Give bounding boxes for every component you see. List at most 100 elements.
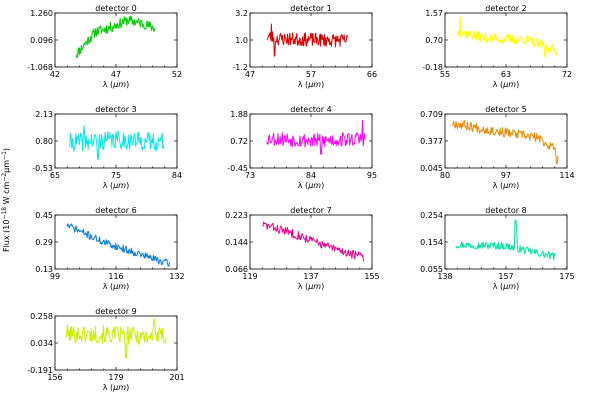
- x-tick-label: 119: [242, 272, 257, 281]
- y-label-exponent-1: −18: [1, 207, 8, 220]
- panel-title: detector 5: [485, 105, 526, 114]
- panel-title: detector 1: [290, 4, 331, 13]
- x-axis-label-part-2: ): [516, 181, 519, 190]
- y-label-suffix: ): [2, 148, 11, 151]
- y-tick-label: 0.254: [420, 211, 443, 220]
- x-axis-label-part-2: ): [126, 80, 129, 89]
- x-axis-label: λ (μm): [298, 282, 324, 291]
- x-tick-label: 55: [440, 70, 450, 79]
- plot-frame: [54, 214, 178, 270]
- y-tick-label: -1.2: [232, 63, 248, 72]
- x-tick-label: 72: [562, 70, 572, 79]
- x-tick-label: 175: [559, 272, 574, 281]
- y-tick-label: 2.13: [35, 110, 53, 119]
- panel-title: detector 0: [95, 4, 136, 13]
- plot-frame: [249, 214, 373, 270]
- y-label-exponent-3: −1: [1, 151, 8, 160]
- y-tick-label: 0.709: [420, 110, 443, 119]
- x-tick-label: 137: [303, 272, 318, 281]
- y-tick-label: 0.034: [30, 339, 53, 348]
- x-axis-label-part-2: ): [126, 383, 129, 392]
- x-tick-label: 52: [172, 70, 182, 79]
- x-tick-label: 80: [440, 171, 450, 180]
- x-axis-label-part-1: λ (: [298, 80, 308, 89]
- spectrum-trace: [69, 125, 165, 160]
- x-axis-label-part-2: ): [126, 282, 129, 291]
- x-tick-label: 201: [169, 373, 184, 382]
- y-tick-label: 1.0: [235, 36, 248, 45]
- y-tick-label: 0.144: [225, 238, 248, 247]
- x-tick-label: 73: [245, 171, 255, 180]
- y-tick-label: 0.13: [35, 265, 53, 274]
- x-axis-label-unit: μm: [502, 181, 516, 190]
- spectrum-trace: [266, 120, 366, 155]
- y-tick-label: 0.096: [30, 36, 53, 45]
- y-tick-label: 0.80: [35, 137, 53, 146]
- x-tick-label: 47: [111, 70, 121, 79]
- panel-detector-9: detector 9 156 179 201 -0.191 0.034 0.258 λ (μm…: [27, 307, 184, 392]
- x-tick-label: 99: [50, 272, 60, 281]
- y-tick-label: 0.258: [30, 312, 53, 321]
- y-tick-label: 0.70: [425, 36, 443, 45]
- x-tick-label: 84: [172, 171, 182, 180]
- y-tick-label: 0.066: [225, 265, 248, 274]
- y-tick-label: 1.57: [425, 9, 443, 18]
- y-tick-label: 0.72: [230, 137, 248, 146]
- panel-detector-8: detector 8 138 157 175 0.055 0.154 0.254 λ (μm): [420, 206, 575, 291]
- x-tick-label: 63: [501, 70, 511, 79]
- x-tick-label: 116: [108, 272, 123, 281]
- x-tick-label: 179: [108, 373, 123, 382]
- x-axis-label: λ (μm): [298, 80, 324, 89]
- y-tick-label: 3.2: [235, 9, 248, 18]
- panel-detector-5: detector 5 80 97 114 0.045 0.377 0.709 λ (μm): [420, 105, 575, 190]
- x-tick-label: 75: [111, 171, 121, 180]
- plot-frame: [249, 12, 373, 68]
- y-label-middle: W cm: [2, 181, 11, 206]
- y-tick-label: 0.154: [420, 238, 443, 247]
- x-axis-label: λ (μm): [298, 181, 324, 190]
- plot-frame: [54, 12, 178, 68]
- x-axis-label-part-1: λ (: [298, 282, 308, 291]
- x-axis-label-part-2: ): [516, 282, 519, 291]
- x-axis-label-part-1: λ (: [298, 181, 308, 190]
- y-tick-label: 0.45: [35, 211, 53, 220]
- y-label-exponent-2: −2: [1, 173, 8, 182]
- x-axis-label: λ (μm): [103, 181, 129, 190]
- x-axis-label: λ (μm): [103, 383, 129, 392]
- x-tick-label: 65: [50, 171, 60, 180]
- y-tick-label: 0.223: [225, 211, 248, 220]
- y-label-prefix: Flux (10: [2, 220, 11, 252]
- panel-title: detector 2: [485, 4, 526, 13]
- x-axis-label: λ (μm): [493, 282, 519, 291]
- x-axis-label-unit: μm: [307, 80, 321, 89]
- panel-detector-6: detector 6 99 116 132 0.13 0.29 0.45 λ (μm): [35, 206, 184, 291]
- panel-title: detector 3: [95, 105, 136, 114]
- x-tick-label: 156: [47, 373, 62, 382]
- spectrum-trace: [266, 23, 349, 57]
- x-axis-label-unit: μm: [112, 282, 126, 291]
- x-axis-label-part-2: ): [321, 80, 324, 89]
- x-axis-label-unit: μm: [112, 383, 126, 392]
- spectrum-trace: [455, 219, 556, 261]
- y-tick-label: 0.045: [420, 164, 443, 173]
- y-tick-label: 0.377: [420, 137, 443, 146]
- panel-detector-2: detector 2 55 63 72 -0.18 0.70 1.57 λ (μm): [422, 4, 572, 89]
- panel-title: detector 9: [95, 307, 136, 316]
- spectrum-trace: [65, 318, 167, 359]
- x-tick-label: 57: [306, 70, 316, 79]
- y-tick-label: 1.260: [30, 9, 53, 18]
- x-axis-label-part-1: λ (: [493, 80, 503, 89]
- x-axis-label-unit: μm: [502, 80, 516, 89]
- x-tick-label: 138: [437, 272, 452, 281]
- panel-detector-3: detector 3 65 75 84 -0.53 0.80 2.13 λ (μm): [32, 105, 182, 190]
- x-axis-label-part-1: λ (: [103, 383, 113, 392]
- x-tick-label: 66: [367, 70, 377, 79]
- panel-title: detector 8: [485, 206, 526, 215]
- panel-detector-4: detector 4 73 84 95 -0.45 0.72 1.88 λ (μm): [227, 105, 377, 190]
- x-axis-label: λ (μm): [493, 80, 519, 89]
- spectrum-trace: [457, 16, 558, 58]
- y-tick-label: 0.055: [420, 265, 443, 274]
- x-axis-label: λ (μm): [493, 181, 519, 190]
- y-label-middle-2: μm: [2, 160, 11, 173]
